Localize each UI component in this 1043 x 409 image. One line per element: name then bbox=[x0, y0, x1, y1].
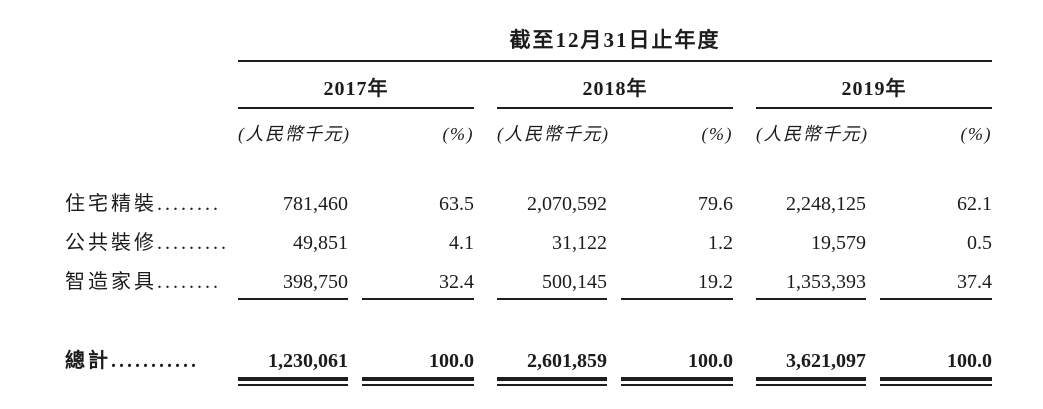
row-label-residential: 住宅精裝........ bbox=[65, 193, 221, 215]
table-cell: 3,621,097 bbox=[786, 350, 866, 372]
table-cell: 31,122 bbox=[552, 232, 607, 254]
unit-subheader: (人民幣千元) bbox=[497, 124, 610, 144]
percent-subheader: (%) bbox=[442, 124, 474, 144]
table-cell: 19,579 bbox=[811, 232, 866, 254]
table-cell: 32.4 bbox=[362, 269, 474, 300]
leader-dots: ........... bbox=[111, 350, 199, 372]
double-rule bbox=[362, 377, 474, 386]
table-cell: 100.0 bbox=[688, 350, 733, 372]
unit-subheader: (人民幣千元) bbox=[756, 124, 869, 144]
year-header-2017: 2017年 bbox=[238, 62, 474, 109]
table-cell: 49,851 bbox=[293, 232, 348, 254]
year-header-2019: 2019年 bbox=[756, 62, 992, 109]
double-rule bbox=[880, 377, 992, 386]
double-rule bbox=[621, 377, 733, 386]
year-header-2018: 2018年 bbox=[497, 62, 733, 109]
leader-dots: ........ bbox=[157, 271, 221, 293]
row-label-smart-furniture: 智造家具........ bbox=[65, 271, 221, 293]
table-cell: 0.5 bbox=[967, 232, 992, 254]
table-row: 公共裝修......... 49,851 4.1 31,122 1.2 19,5… bbox=[65, 230, 992, 256]
double-rule bbox=[238, 377, 348, 386]
table-cell: 100.0 bbox=[947, 350, 992, 372]
double-rule bbox=[756, 377, 866, 386]
leader-dots: ......... bbox=[157, 232, 229, 254]
table-cell: 19.2 bbox=[621, 269, 733, 300]
total-rule-row bbox=[65, 377, 992, 386]
table-cell: 1,353,393 bbox=[756, 269, 866, 300]
subheader-2019: (人民幣千元) (%) bbox=[756, 109, 992, 149]
table-period-title: 截至12月31日止年度 bbox=[238, 0, 992, 62]
double-rule bbox=[497, 377, 607, 386]
percent-subheader: (%) bbox=[701, 124, 733, 144]
table-cell: 1.2 bbox=[708, 232, 733, 254]
table-row: 住宅精裝........ 781,460 63.5 2,070,592 79.6… bbox=[65, 191, 992, 217]
year-header-row: 2017年 2018年 2019年 bbox=[65, 62, 992, 109]
table-cell: 100.0 bbox=[429, 350, 474, 372]
table-cell: 62.1 bbox=[957, 193, 992, 215]
percent-subheader: (%) bbox=[960, 124, 992, 144]
table-cell: 37.4 bbox=[880, 269, 992, 300]
total-row: 總計........... 1,230,061 100.0 2,601,859 … bbox=[65, 348, 992, 374]
table-cell: 2,248,125 bbox=[786, 193, 866, 215]
table-cell: 781,460 bbox=[283, 193, 348, 215]
unit-subheader: (人民幣千元) bbox=[238, 124, 351, 144]
subheader-row: (人民幣千元) (%) (人民幣千元) (%) (人民幣千元) (%) bbox=[65, 109, 992, 149]
table-cell: 2,601,859 bbox=[527, 350, 607, 372]
table-cell: 63.5 bbox=[439, 193, 474, 215]
subheader-2017: (人民幣千元) (%) bbox=[238, 109, 474, 149]
financial-table: 截至12月31日止年度 2017年 2018年 2019年 (人民幣千元) (%… bbox=[65, 0, 992, 386]
table-cell: 4.1 bbox=[449, 232, 474, 254]
table-cell: 79.6 bbox=[698, 193, 733, 215]
table-header: 截至12月31日止年度 bbox=[65, 0, 992, 62]
table-cell: 398,750 bbox=[238, 269, 348, 300]
subheader-2018: (人民幣千元) (%) bbox=[497, 109, 733, 149]
table-cell: 500,145 bbox=[497, 269, 607, 300]
leader-dots: ........ bbox=[157, 193, 221, 215]
table-row: 智造家具........ 398,750 32.4 500,145 19.2 1… bbox=[65, 269, 992, 300]
row-label-total: 總計........... bbox=[65, 350, 199, 372]
row-label-public-decoration: 公共裝修......... bbox=[65, 232, 229, 254]
table-cell: 2,070,592 bbox=[527, 193, 607, 215]
table-cell: 1,230,061 bbox=[268, 350, 348, 372]
